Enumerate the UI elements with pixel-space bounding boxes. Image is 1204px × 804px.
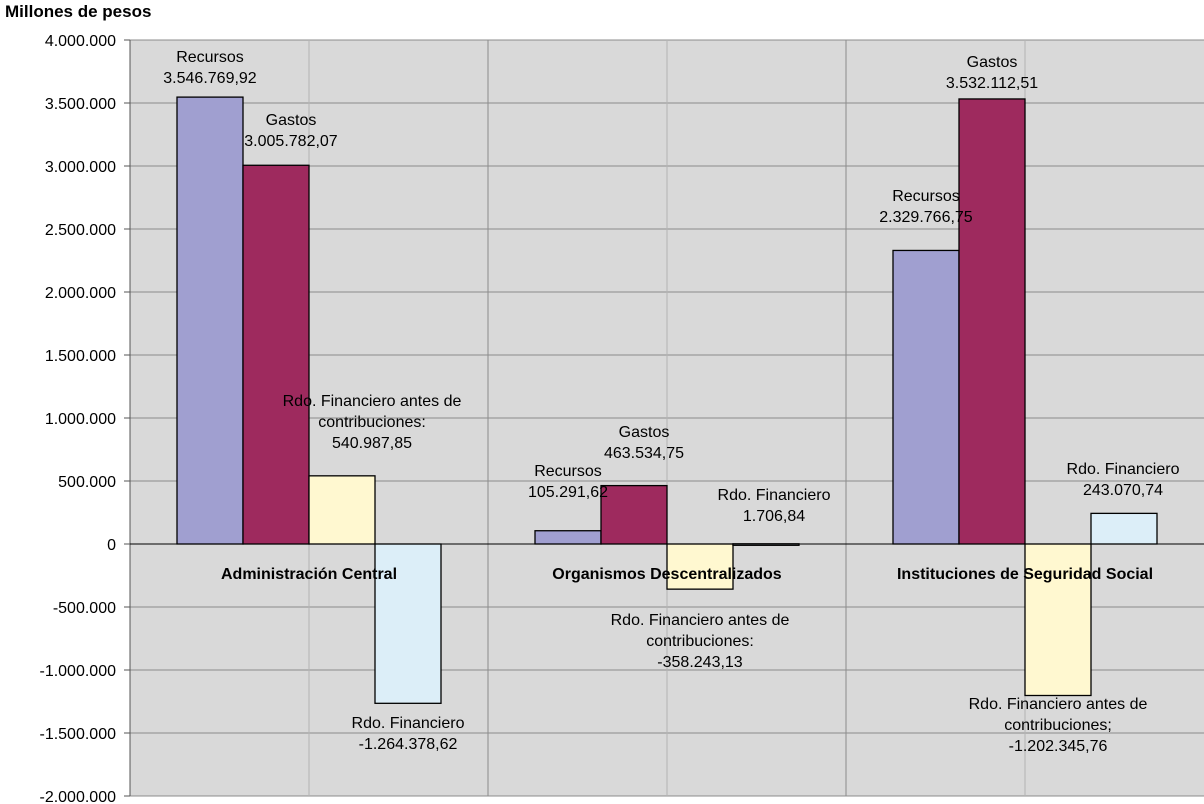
y-tick-label: 4.000.000 bbox=[45, 33, 116, 50]
data-label: contribuciones: bbox=[646, 633, 754, 650]
data-label: Recursos bbox=[534, 463, 602, 480]
data-label: 2.329.766,75 bbox=[879, 209, 973, 226]
data-label: Rdo. Financiero bbox=[1067, 461, 1180, 478]
y-tick-label: 2.000.000 bbox=[45, 285, 116, 302]
data-label: Rdo. Financiero antes de bbox=[611, 612, 790, 629]
y-tick-label: -1.000.000 bbox=[39, 663, 116, 680]
y-tick-label: 3.500.000 bbox=[45, 96, 116, 113]
data-label: 3.532.112,51 bbox=[946, 75, 1038, 92]
category-label: Instituciones de Seguridad Social bbox=[897, 566, 1153, 583]
y-tick-label: -1.500.000 bbox=[39, 726, 116, 743]
bar-recursos bbox=[534, 530, 602, 545]
data-label: 105.291,62 bbox=[528, 484, 608, 501]
y-tick-label: -2.000.000 bbox=[39, 789, 116, 804]
y-tick-label: 500.000 bbox=[58, 474, 116, 491]
data-label: 3.546.769,92 bbox=[163, 70, 257, 87]
bar-recursos bbox=[892, 249, 960, 545]
y-tick-label: 1.000.000 bbox=[45, 411, 116, 428]
category-label: Administración Central bbox=[221, 566, 397, 583]
data-label: 3.005.782,07 bbox=[244, 133, 338, 150]
data-label: Recursos bbox=[892, 188, 960, 205]
data-label: Rdo. Financiero antes de bbox=[969, 696, 1148, 713]
y-axis-title: Millones de pesos bbox=[5, 2, 152, 21]
bar-gastos bbox=[242, 164, 310, 545]
bar-rdo_financiero bbox=[1090, 512, 1158, 545]
data-label: -1.202.345,76 bbox=[1009, 738, 1108, 755]
bar-rdo_financiero bbox=[374, 543, 442, 704]
data-label: 1.706,84 bbox=[743, 508, 805, 525]
bar-rdo_antes bbox=[308, 475, 376, 545]
bar-gastos bbox=[958, 98, 1026, 545]
category-label: Organismos Descentralizados bbox=[552, 566, 782, 583]
y-tick-label: 1.500.000 bbox=[45, 348, 116, 365]
y-tick-label: 0 bbox=[107, 537, 116, 554]
bar-rdo_antes bbox=[666, 543, 734, 590]
data-label: Rdo. Financiero bbox=[718, 487, 831, 504]
y-tick-label: 3.000.000 bbox=[45, 159, 116, 176]
data-label: contribuciones; bbox=[1004, 717, 1112, 734]
bar-gastos bbox=[600, 484, 668, 545]
data-label: 463.534,75 bbox=[604, 445, 684, 462]
data-label: 540.987,85 bbox=[332, 435, 412, 452]
data-label: Gastos bbox=[619, 424, 670, 441]
data-label: -1.264.378,62 bbox=[359, 736, 458, 753]
bar-recursos bbox=[176, 96, 244, 545]
y-tick-label: -500.000 bbox=[53, 600, 116, 617]
data-label: Rdo. Financiero antes de bbox=[283, 393, 462, 410]
y-tick-label: 2.500.000 bbox=[45, 222, 116, 239]
data-label: contribuciones: bbox=[318, 414, 426, 431]
data-label: Gastos bbox=[266, 112, 317, 129]
data-label: -358.243,13 bbox=[657, 654, 743, 671]
data-label: Rdo. Financiero bbox=[352, 715, 465, 732]
data-label: Gastos bbox=[967, 54, 1018, 71]
data-label: Recursos bbox=[176, 49, 244, 66]
data-label: 243.070,74 bbox=[1083, 482, 1163, 499]
